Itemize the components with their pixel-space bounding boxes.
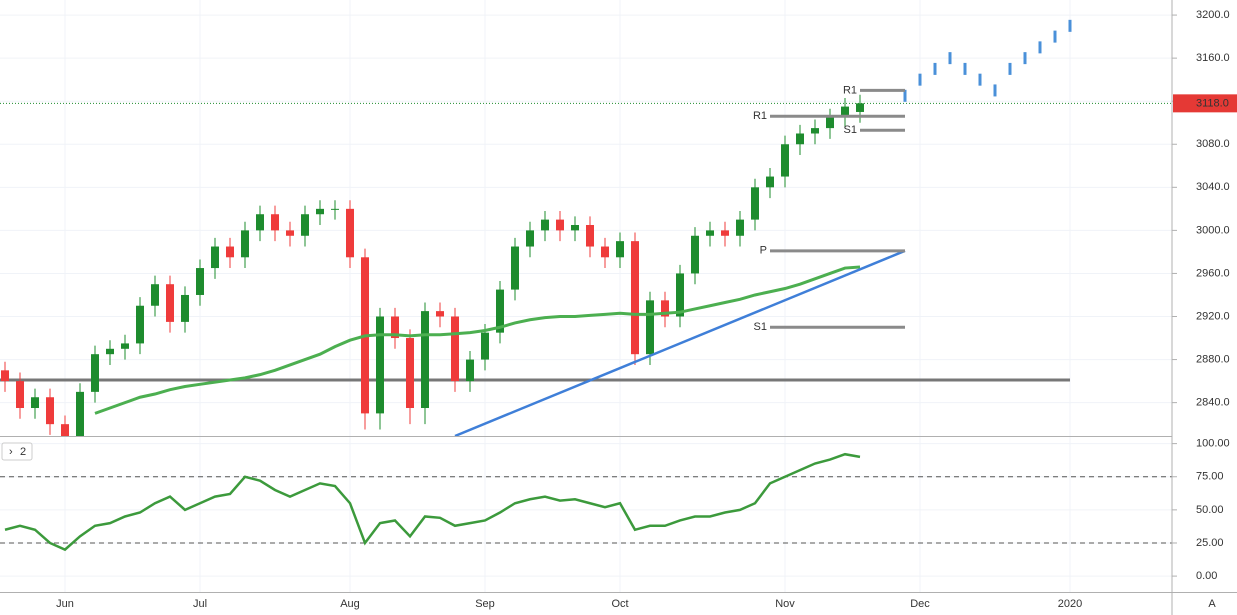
y-tick-label: 2840.0 — [1196, 397, 1230, 409]
pivot-label: S1 — [844, 124, 857, 136]
candle-body — [796, 133, 804, 145]
candle-body — [616, 241, 624, 258]
candle-body — [286, 230, 294, 236]
indicator-line — [94, 265, 861, 415]
oscillator-pane — [0, 452, 1172, 552]
y-tick-label: 50.00 — [1196, 504, 1224, 516]
candle-body — [376, 316, 384, 414]
candle-body — [16, 381, 24, 409]
candle-body — [421, 311, 429, 409]
candle-body — [571, 224, 579, 231]
candle-body — [736, 219, 744, 236]
candle-body — [646, 300, 654, 355]
candle-body — [826, 117, 834, 129]
candle-body — [706, 230, 714, 236]
candle-body — [856, 103, 864, 112]
candle-body — [451, 316, 459, 382]
x-tick-label: Dec — [910, 598, 930, 610]
candle-body — [691, 235, 699, 274]
candle-body — [406, 338, 414, 409]
candle-body — [211, 246, 219, 269]
pivot-label: R1 — [843, 84, 857, 96]
x-tick-label: Oct — [611, 598, 628, 610]
candle-body — [556, 219, 564, 231]
candle-body — [601, 246, 609, 258]
last-price-label: 3118.0 — [1196, 97, 1229, 109]
candle-body — [271, 214, 279, 231]
y-tick-label: 3200.0 — [1196, 9, 1230, 21]
candle-body — [751, 187, 759, 220]
candle-body — [391, 316, 399, 339]
candle-body — [436, 311, 444, 317]
y-tick-label: 3040.0 — [1196, 181, 1230, 193]
candle-body — [721, 230, 729, 236]
x-tick-label: 2020 — [1058, 598, 1082, 610]
trendline — [454, 249, 906, 436]
candle-body — [31, 397, 39, 409]
last-price-box — [1173, 94, 1237, 113]
candle-body — [301, 214, 309, 236]
candle-body — [256, 214, 264, 231]
y-tick-label: 25.00 — [1196, 537, 1224, 549]
indicator-arrow: › — [9, 446, 13, 458]
candle-body — [196, 268, 204, 295]
y-tick-label: 100.00 — [1196, 438, 1230, 450]
x-tick-label: Jul — [193, 598, 207, 610]
candle-body — [181, 294, 189, 322]
candle-body — [331, 208, 339, 210]
candle-body — [106, 348, 114, 355]
x-tick-label: Aug — [340, 598, 360, 610]
candle-body — [61, 424, 69, 436]
y-tick-label: 0.00 — [1196, 570, 1217, 582]
candle-body — [676, 273, 684, 317]
y-tick-label: 2960.0 — [1196, 267, 1230, 279]
pivot-label: S1 — [754, 321, 767, 333]
candle-body — [781, 144, 789, 177]
indicator-badge[interactable] — [1, 442, 33, 461]
y-tick-label: 3000.0 — [1196, 224, 1230, 236]
scale-mode[interactable]: A — [1208, 598, 1216, 610]
price-pane: R1 P S1 R1 S1 — [0, 19, 1172, 436]
candle-body — [1, 370, 9, 382]
candle-body — [241, 230, 249, 258]
y-tick-label: 2880.0 — [1196, 353, 1230, 365]
candle-body — [661, 300, 669, 317]
candle-body — [76, 391, 84, 436]
indicator-line — [4, 452, 861, 552]
candle-body — [151, 284, 159, 306]
candle-body — [466, 359, 474, 382]
indicator-label: 2 — [20, 446, 26, 458]
candle-body — [511, 246, 519, 290]
candle-body — [226, 246, 234, 258]
candle-body — [526, 230, 534, 247]
x-tick-label: Jun — [56, 598, 74, 610]
candle-body — [46, 397, 54, 425]
pivot-label: P — [760, 245, 767, 257]
candle-body — [91, 354, 99, 392]
candle-body — [481, 332, 489, 360]
candle-body — [346, 208, 354, 258]
candle-body — [586, 224, 594, 247]
candle-body — [811, 128, 819, 134]
x-tick-label: Nov — [775, 598, 795, 610]
y-tick-label: 3080.0 — [1196, 138, 1230, 150]
y-tick-label: 3160.0 — [1196, 52, 1230, 64]
candle-body — [496, 289, 504, 333]
candle-body — [316, 208, 324, 215]
candle-body — [541, 219, 549, 231]
y-tick-label: 75.00 — [1196, 471, 1224, 483]
candle-body — [166, 284, 174, 322]
candle-body — [136, 305, 144, 344]
candle-body — [766, 176, 774, 188]
candle-body — [631, 241, 639, 355]
pivot-label: R1 — [753, 110, 767, 122]
candle-body — [841, 106, 849, 118]
y-tick-label: 2920.0 — [1196, 310, 1230, 322]
x-tick-label: Sep — [475, 598, 495, 610]
candle-body — [121, 343, 129, 349]
